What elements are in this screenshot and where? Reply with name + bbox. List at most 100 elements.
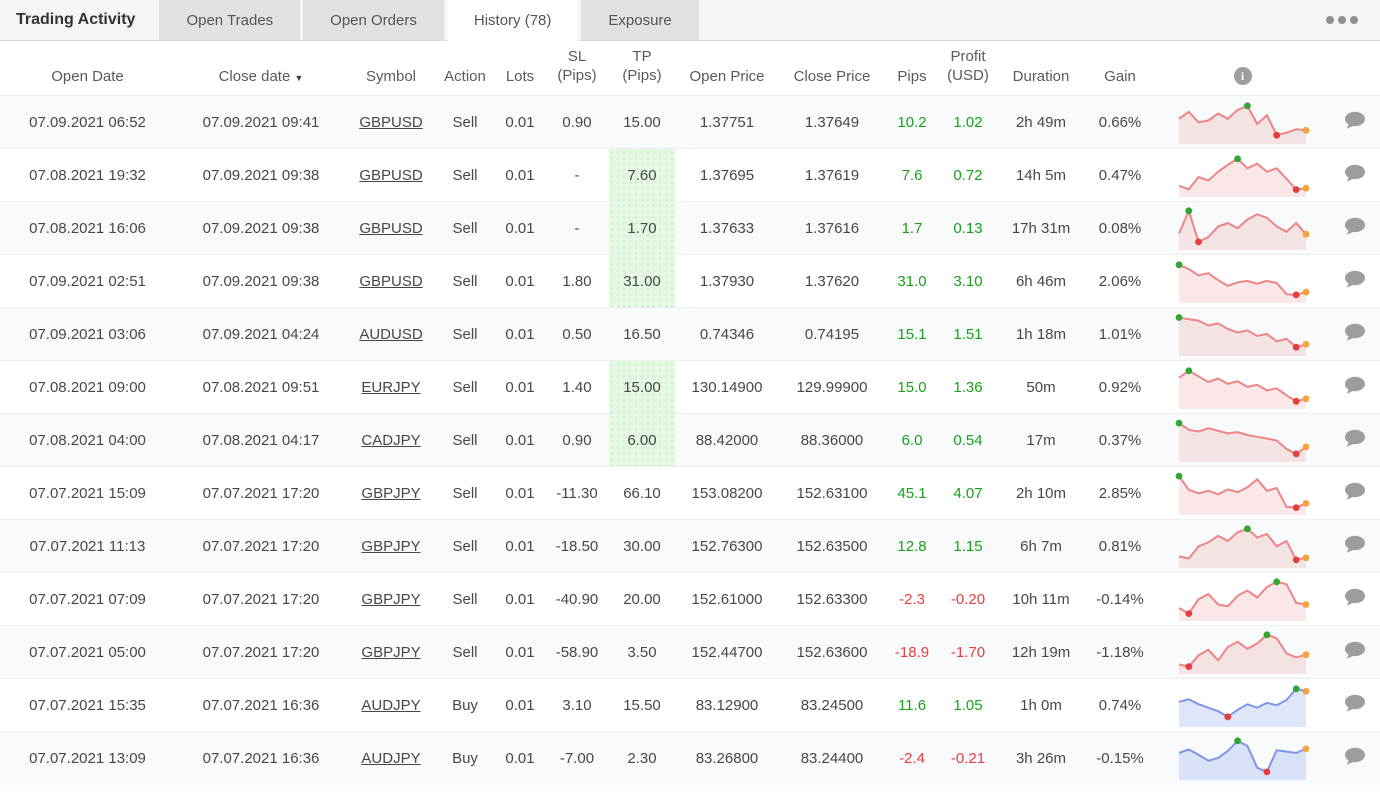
close-price-cell: 83.24400 [779, 731, 885, 785]
symbol-link[interactable]: GBPJPY [361, 484, 421, 502]
col-header-pips[interactable]: Pips [885, 41, 939, 96]
close-price-cell: 152.63300 [779, 572, 885, 626]
col-header-profit-usd[interactable]: Profit (USD) [939, 41, 997, 96]
close-date-cell: 07.09.2021 09:41 [175, 95, 347, 149]
tp-pips-cell: 15.00 [609, 360, 675, 414]
ellipsis-dot [1350, 16, 1358, 24]
open-date-cell: 07.08.2021 09:00 [0, 360, 175, 414]
action-cell: Sell [435, 413, 495, 467]
sl-pips-cell: 0.90 [545, 95, 609, 149]
tab-exposure[interactable]: Exposure [581, 0, 699, 41]
symbol-link[interactable]: GBPJPY [361, 643, 421, 661]
open-date-cell: 07.08.2021 19:32 [0, 148, 175, 202]
comment-icon[interactable] [1344, 164, 1366, 183]
comment-icon[interactable] [1344, 588, 1366, 607]
symbol-link[interactable]: GBPUSD [359, 113, 423, 131]
profit-label: Profit [950, 48, 986, 65]
col-header-action[interactable]: Action [435, 41, 495, 96]
chart-cell [1155, 360, 1330, 414]
col-header-close-price[interactable]: Close Price [779, 41, 885, 96]
symbol-link[interactable]: GBPJPY [361, 537, 421, 555]
sl-unit-label: (Pips) [557, 67, 597, 84]
duration-cell: 17m [997, 413, 1085, 467]
comment-icon[interactable] [1344, 429, 1366, 448]
close-date-cell: 07.07.2021 17:20 [175, 519, 347, 573]
comment-icon[interactable] [1344, 111, 1366, 130]
duration-cell: 50m [997, 360, 1085, 414]
ellipsis-dot [1338, 16, 1346, 24]
col-header-sl-pips[interactable]: SL (Pips) [545, 41, 609, 96]
sl-pips-cell: -58.90 [545, 625, 609, 679]
lots-cell: 0.01 [495, 519, 545, 573]
sort-desc-icon: ▼ [294, 73, 304, 83]
comment-icon[interactable] [1344, 641, 1366, 660]
col-header-tp-pips[interactable]: TP (Pips) [609, 41, 675, 96]
symbol-link[interactable]: CADJPY [361, 431, 421, 449]
close-dot [1302, 651, 1310, 659]
comment-icon[interactable] [1344, 270, 1366, 289]
symbol-link[interactable]: AUDUSD [359, 325, 423, 343]
lots-cell: 0.01 [495, 201, 545, 255]
comment-icon[interactable] [1344, 376, 1366, 395]
close-dot [1302, 395, 1310, 403]
chart-cell [1155, 678, 1330, 732]
duration-cell: 6h 7m [997, 519, 1085, 573]
symbol-link[interactable]: AUDJPY [361, 696, 421, 714]
symbol-link[interactable]: AUDJPY [361, 749, 421, 767]
symbol-link[interactable]: GBPUSD [359, 272, 423, 290]
symbol-link[interactable]: EURJPY [361, 378, 421, 396]
close-date-cell: 07.07.2021 17:20 [175, 572, 347, 626]
col-header-symbol[interactable]: Symbol [347, 41, 435, 96]
col-header-gain[interactable]: Gain [1085, 41, 1155, 96]
open-date-cell: 07.07.2021 15:09 [0, 466, 175, 520]
info-icon[interactable]: i [1233, 67, 1252, 85]
symbol-link[interactable]: GBPJPY [361, 590, 421, 608]
pips-cell: 1.7 [885, 201, 939, 255]
tab-history-78[interactable]: History (78) [446, 0, 579, 41]
col-header-duration[interactable]: Duration [997, 41, 1085, 96]
open-date-cell: 07.07.2021 13:09 [0, 731, 175, 785]
symbol-link[interactable]: GBPUSD [359, 219, 423, 237]
comment-cell [1330, 307, 1380, 361]
high-dot [1185, 207, 1193, 215]
comment-icon[interactable] [1344, 323, 1366, 342]
comment-icon[interactable] [1344, 482, 1366, 501]
close-price-cell: 152.63600 [779, 625, 885, 679]
sl-pips-cell: -40.90 [545, 572, 609, 626]
symbol-link[interactable]: GBPUSD [359, 166, 423, 184]
chart-cell [1155, 572, 1330, 626]
chart-cell [1155, 413, 1330, 467]
tp-pips-cell: 66.10 [609, 466, 675, 520]
lots-cell: 0.01 [495, 678, 545, 732]
open-price-cell: 130.14900 [675, 360, 779, 414]
close-date-cell: 07.07.2021 16:36 [175, 678, 347, 732]
col-header-lots[interactable]: Lots [495, 41, 545, 96]
open-date-cell: 07.08.2021 04:00 [0, 413, 175, 467]
col-header-open-date[interactable]: Open Date [0, 41, 175, 96]
tab-open-orders[interactable]: Open Orders [303, 0, 444, 41]
open-date-cell: 07.07.2021 15:35 [0, 678, 175, 732]
comment-icon[interactable] [1344, 747, 1366, 766]
profit-cell: 0.72 [939, 148, 997, 202]
pips-cell: 7.6 [885, 148, 939, 202]
col-header-open-price[interactable]: Open Price [675, 41, 779, 96]
duration-cell: 12h 19m [997, 625, 1085, 679]
symbol-cell: GBPJPY [347, 466, 435, 520]
close-price-cell: 1.37619 [779, 148, 885, 202]
history-table: Open Date Close date ▼ Symbol Action Lot… [0, 41, 1380, 785]
comment-icon[interactable] [1344, 694, 1366, 713]
profit-cell: 1.02 [939, 95, 997, 149]
duration-cell: 17h 31m [997, 201, 1085, 255]
comment-icon[interactable] [1344, 217, 1366, 236]
tab-open-trades[interactable]: Open Trades [159, 0, 301, 41]
lots-cell: 0.01 [495, 625, 545, 679]
close-date-cell: 07.09.2021 04:24 [175, 307, 347, 361]
lots-cell: 0.01 [495, 254, 545, 308]
profit-cell: 1.05 [939, 678, 997, 732]
more-options-icon[interactable] [1326, 0, 1380, 40]
tp-pips-cell: 3.50 [609, 625, 675, 679]
col-header-close-date[interactable]: Close date ▼ [175, 41, 347, 96]
chart-cell [1155, 254, 1330, 308]
comment-icon[interactable] [1344, 535, 1366, 554]
open-price-cell: 83.12900 [675, 678, 779, 732]
